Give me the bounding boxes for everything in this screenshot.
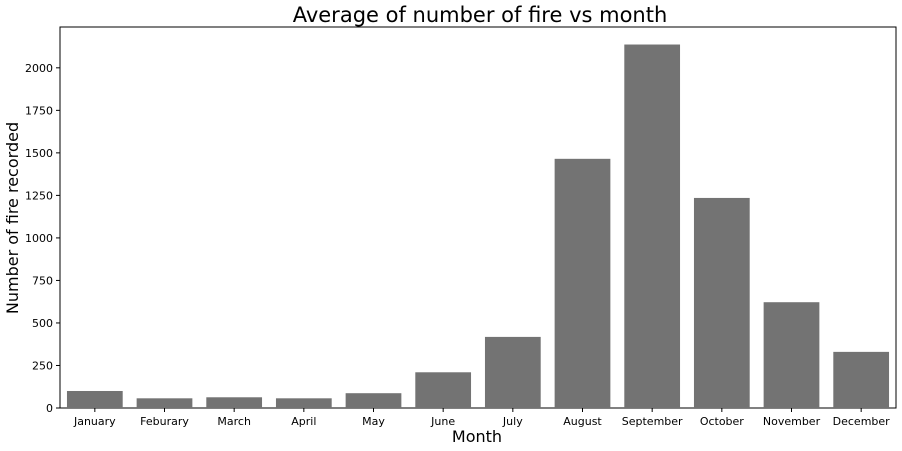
chart-title: Average of number of fire vs month	[293, 3, 668, 27]
x-tick-label: Feburary	[140, 415, 189, 428]
bar-july	[484, 336, 541, 408]
y-tick-label: 750	[32, 274, 53, 287]
x-tick-label: October	[700, 415, 744, 428]
plot-frame	[59, 26, 897, 409]
x-axis-label: Month	[452, 427, 502, 446]
bar-march	[206, 397, 263, 408]
bar-august	[554, 158, 611, 408]
x-tick-label: May	[362, 415, 385, 428]
bar-october	[693, 197, 750, 408]
x-tick-label: April	[291, 415, 316, 428]
y-tick-label: 250	[32, 359, 53, 372]
y-tick-label: 2000	[25, 62, 53, 75]
x-tick-label: June	[430, 415, 455, 428]
bar-may	[345, 393, 402, 408]
y-axis: 0 250 500 750 1000 1250 1500 1750 2000	[25, 62, 60, 415]
y-axis-label: Number of fire recorded	[3, 122, 22, 314]
bar-november	[763, 302, 820, 408]
y-tick-label: 1250	[25, 189, 53, 202]
bar-september	[624, 44, 681, 408]
y-tick-label: 500	[32, 317, 53, 330]
x-tick-label: September	[622, 415, 683, 428]
bar-april	[275, 398, 332, 408]
x-tick-label: January	[73, 415, 116, 428]
y-tick-label: 1000	[25, 232, 53, 245]
x-tick-label: November	[763, 415, 821, 428]
bar-feburary	[136, 398, 193, 408]
x-tick-label: March	[217, 415, 251, 428]
y-tick-label: 1750	[25, 104, 53, 117]
bar-december	[833, 351, 890, 408]
x-tick-label: August	[563, 415, 602, 428]
y-tick-label: 0	[46, 402, 53, 415]
x-axis: January Feburary March April May June July Augu…	[73, 408, 890, 428]
bar-january	[66, 390, 123, 408]
y-tick-label: 1500	[25, 147, 53, 160]
bar-june	[415, 372, 472, 408]
bars	[66, 44, 890, 408]
x-tick-label: July	[502, 415, 523, 428]
x-tick-label: December	[833, 415, 891, 428]
